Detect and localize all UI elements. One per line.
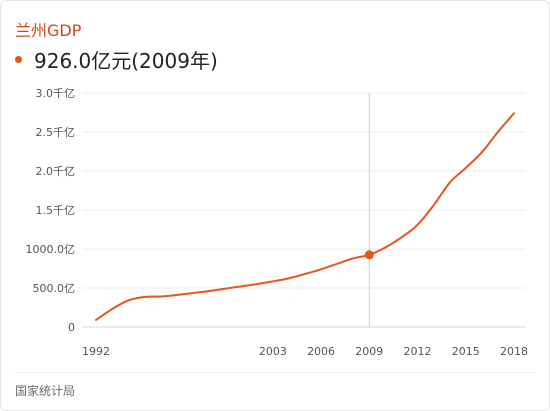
x-tick-label: 2006 xyxy=(307,345,335,358)
y-tick-label: 1000.0亿 xyxy=(26,243,76,256)
data-source[interactable]: 国家统计局 xyxy=(15,384,76,398)
x-tick-label: 2012 xyxy=(404,345,432,358)
y-tick-label: 2.5千亿 xyxy=(36,126,76,139)
y-tick-label: 3.0千亿 xyxy=(36,87,76,100)
y-tick-label: 2.0千亿 xyxy=(36,165,76,178)
footer-divider xyxy=(15,372,535,373)
x-tick-label: 2003 xyxy=(259,345,287,358)
x-tick-label: 1992 xyxy=(82,345,110,358)
gdp-line-chart[interactable]: 0 500.0亿 1000.0亿 1.5千亿 2.0千亿 2.5千亿 3.0千亿 1992 20… xyxy=(1,76,550,366)
y-tick-label: 0 xyxy=(68,321,75,334)
gdp-series-line xyxy=(95,112,515,321)
x-tick-label: 2018 xyxy=(500,345,528,358)
current-value: 926.0亿元(2009年) xyxy=(34,49,218,73)
current-value-row: 926.0亿元(2009年) xyxy=(15,45,218,74)
chart-title[interactable]: 兰州GDP xyxy=(15,21,82,40)
x-tick-label: 2009 xyxy=(355,345,383,358)
y-tick-label: 1.5千亿 xyxy=(36,204,76,217)
highlight-point xyxy=(364,250,374,260)
x-tick-label: 2015 xyxy=(452,345,480,358)
series-dot-icon xyxy=(15,56,22,63)
y-tick-label: 500.0亿 xyxy=(33,282,76,295)
